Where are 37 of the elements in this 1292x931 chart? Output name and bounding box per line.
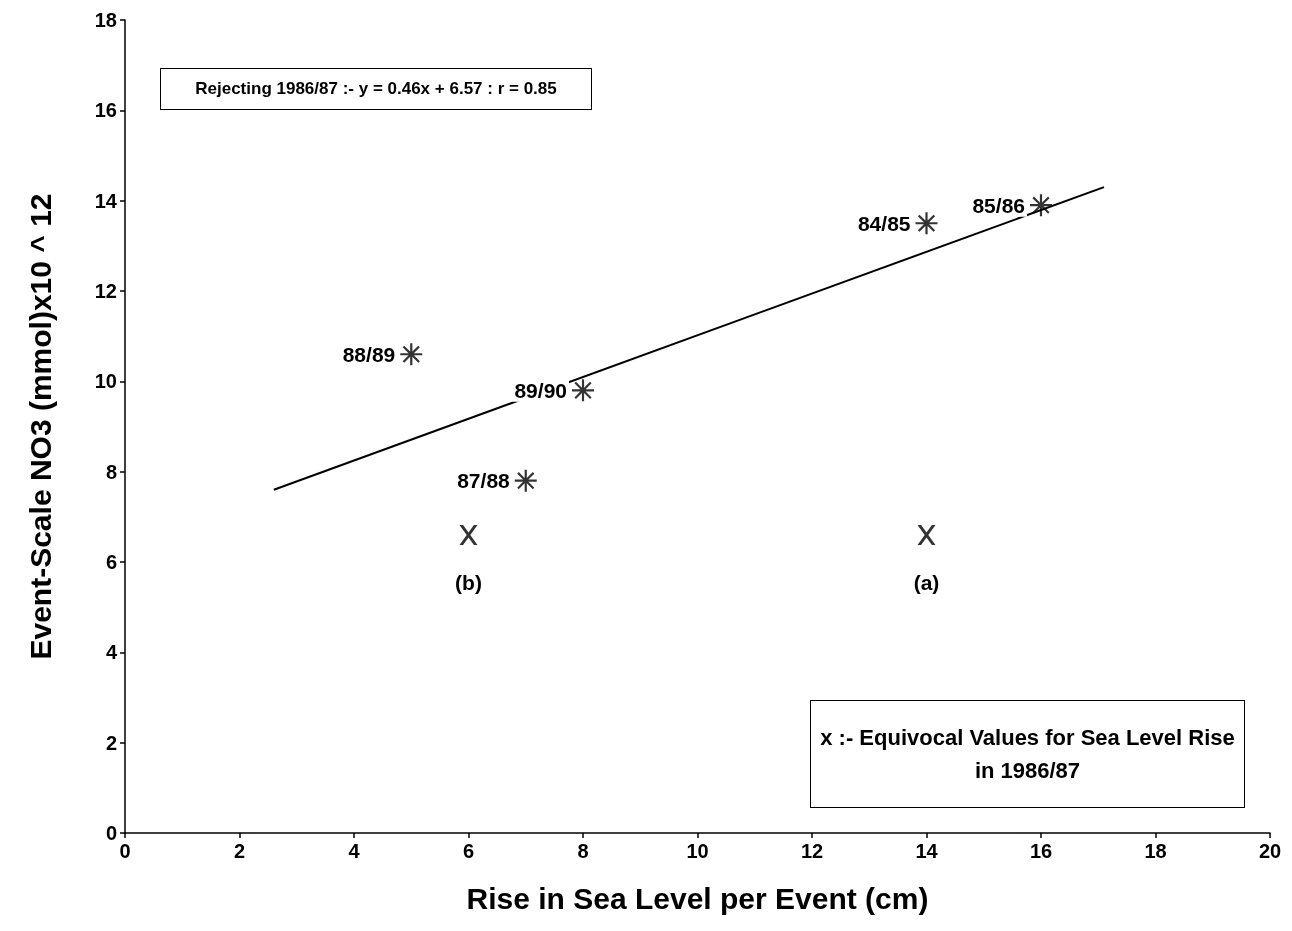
point [400, 343, 423, 366]
x-tick-label: 16 [1029, 840, 1053, 862]
point [572, 379, 594, 402]
point [459, 524, 478, 545]
x-axis-title: Rise in Sea Level per Event (cm) [466, 881, 929, 915]
y-tick-label: 14 [94, 189, 118, 212]
x-tick-label: 6 [462, 840, 475, 862]
x-tick-label: 14 [915, 840, 939, 862]
annotation: (a) [913, 571, 940, 595]
x-tick-label: 12 [800, 840, 824, 862]
y-axis-title: Event-Scale NO3 (mmol)x10 ^ 12 [23, 193, 57, 660]
y-tick-label: 4 [105, 641, 118, 664]
y-tick-label: 8 [105, 460, 117, 483]
x-tick-label: 4 [348, 840, 361, 862]
point [917, 524, 936, 545]
y-tick-label: 6 [105, 551, 117, 573]
annotation: 85/86 [972, 193, 1025, 217]
y-tick-label: 2 [105, 731, 117, 754]
y-tick-label: 0 [105, 822, 117, 844]
x-tick-label: 20 [1258, 840, 1282, 862]
annotation: x :- Equivocal Values for Sea Level Rise in 1986/87 [810, 700, 1245, 808]
x-tick-label: 18 [1144, 840, 1167, 862]
y-tick-label: 10 [94, 370, 117, 393]
annotation: Rejecting 1986/87 :- y = 0.46x + 6.57 : r = 0.85 [160, 68, 592, 110]
x-tick-label: 10 [686, 840, 709, 862]
x-tick-label: 8 [577, 840, 589, 862]
y-tick-label: 12 [94, 280, 117, 302]
annotation: 87/88 [457, 469, 511, 493]
y-tick-label: 18 [94, 9, 117, 31]
annotation: (b) [455, 571, 482, 595]
y-tick-label: 16 [94, 99, 117, 122]
annotation: 88/89 [342, 342, 396, 366]
point [915, 212, 938, 235]
x-tick-label: 2 [233, 840, 246, 862]
annotation: 89/90 [514, 378, 567, 402]
point [514, 469, 537, 492]
annotation: 84/85 [857, 211, 911, 235]
